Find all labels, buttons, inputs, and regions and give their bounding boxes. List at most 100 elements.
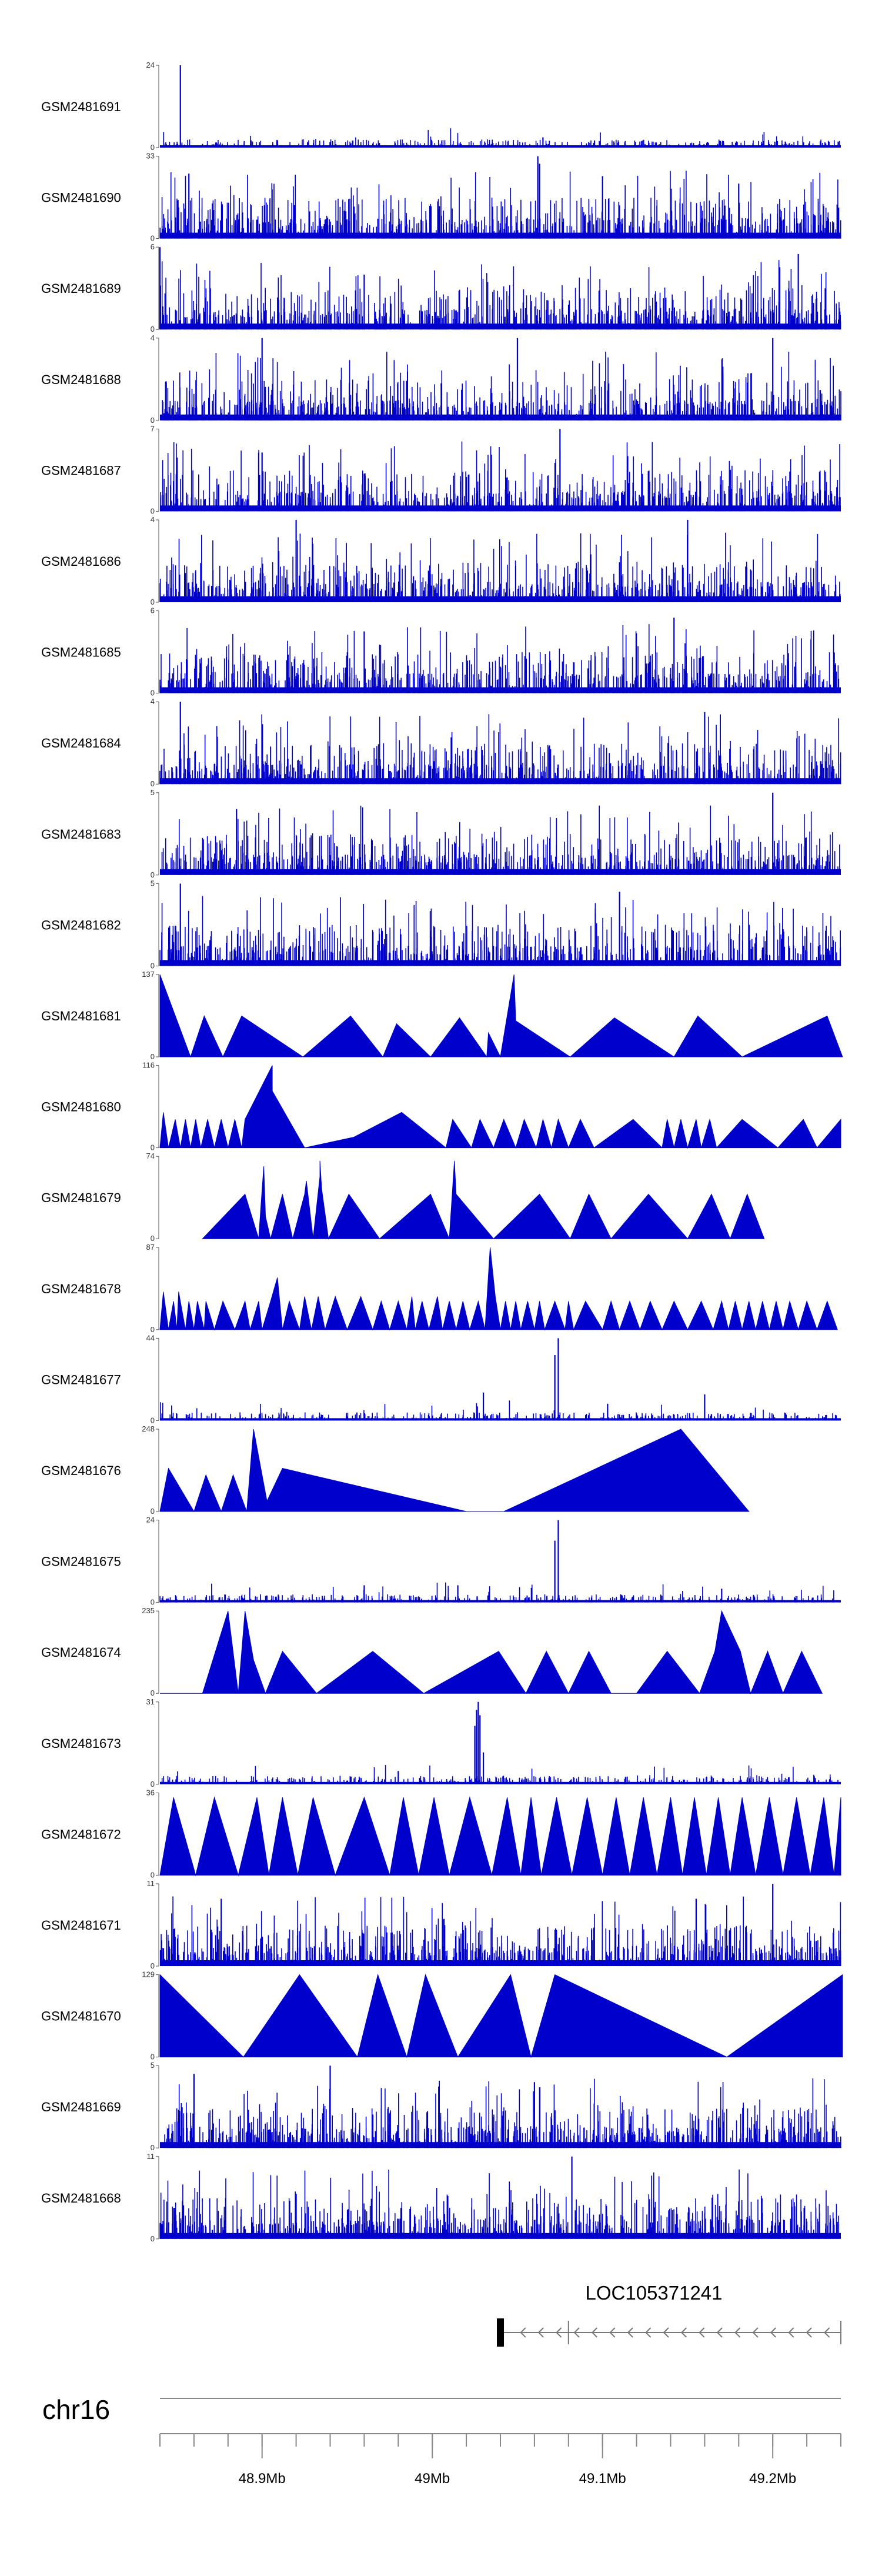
track-GSM2481677: GSM2481677 44 0 [41,1333,841,1424]
y-max-label: 44 [146,1333,155,1342]
y-max-label: 36 [146,1788,155,1797]
track-GSM2481682: GSM2481682 5 0 [41,879,841,970]
y-max-label: 5 [151,2061,155,2070]
track-label: GSM2481684 [41,736,121,750]
y-min-label: 0 [151,416,155,425]
strand-arrow [609,2327,616,2338]
track-label: GSM2481689 [41,281,121,296]
signal-floor [160,687,841,693]
y-max-label: 74 [146,1152,155,1160]
signal-bars [160,1400,837,1421]
signal-floor [160,596,841,602]
track-GSM2481670: GSM2481670 129 0 [41,1970,843,2061]
track-label: GSM2481675 [41,1554,121,1569]
y-max-label: 4 [151,697,155,706]
track-GSM2481684: GSM2481684 4 0 [41,697,841,788]
axis-label: 49.1Mb [579,2471,626,2487]
signal-floor [160,145,841,148]
track-GSM2481676: GSM2481676 248 0 [41,1424,750,1516]
y-max-label: 137 [142,970,155,979]
signal-bars [161,805,840,875]
signal-floor [160,323,841,330]
signal-bars [159,714,841,785]
y-max-label: 129 [142,1970,155,1979]
y-min-label: 0 [151,1234,155,1243]
axis-label: 48.9Mb [239,2471,286,2487]
y-min-label: 0 [151,598,155,606]
track-label: GSM2481690 [41,191,121,205]
signal-floor [160,505,841,512]
strand-arrow [627,2327,633,2338]
track-label: GSM2481677 [41,1372,121,1387]
y-max-label: 11 [147,2152,155,2161]
gene-track: LOC105371241 [497,2282,841,2347]
signal-area [159,1973,843,2058]
y-min-label: 0 [151,1416,155,1424]
signal-bars [162,352,841,421]
axis-label: 49Mb [415,2471,450,2487]
track-label: GSM2481671 [41,1918,121,1933]
signal-bars [159,2169,840,2239]
y-min-label: 0 [151,506,155,515]
track-GSM2481680: GSM2481680 116 0 [41,1061,841,1152]
y-min-label: 0 [151,2234,155,2243]
track-GSM2481669: GSM2481669 5 0 [41,2061,841,2152]
track-label: GSM2481681 [41,1009,121,1023]
signal-floor [160,1600,841,1603]
y-min-label: 0 [151,143,155,152]
genome-axis: chr16 48.9Mb 49Mb 49.1Mb 49.2Mb [42,2394,841,2487]
signal-bars [160,1765,838,1784]
track-GSM2481672: GSM2481672 36 0 [41,1788,841,1879]
y-max-label: 4 [151,333,155,342]
signal-floor [160,232,841,239]
signal-floor [160,960,841,966]
signal-bars [162,128,840,148]
y-min-label: 0 [151,2143,155,2152]
y-min-label: 0 [151,1780,155,1788]
strand-arrow [770,2327,777,2338]
y-min-label: 0 [151,1961,155,1970]
track-GSM2481688: GSM2481688 4 0 [41,333,841,425]
y-max-label: 33 [146,152,155,161]
strand-arrow [537,2327,544,2338]
y-max-label: 24 [146,1516,155,1524]
y-min-label: 0 [151,1870,155,1879]
y-min-label: 0 [151,234,155,243]
signal-floor [160,778,841,785]
track-label: GSM2481685 [41,645,121,660]
y-min-label: 0 [151,1598,155,1607]
track-GSM2481687: GSM2481687 7 0 [41,424,841,515]
y-max-label: 235 [142,1606,155,1615]
track-GSM2481675: GSM2481675 24 0 [41,1516,841,1607]
axis-label: 49.2Mb [749,2471,796,2487]
chromosome-label: chr16 [42,2394,110,2425]
signal-floor [160,2142,841,2148]
track-GSM2481686: GSM2481686 4 0 [41,515,841,606]
track-label: GSM2481676 [41,1463,121,1478]
y-min-label: 0 [151,1052,155,1061]
track-GSM2481678: GSM2481678 87 0 [41,1243,838,1334]
signal-bars [159,1896,841,1966]
y-max-label: 6 [151,606,155,615]
track-GSM2481683: GSM2481683 5 0 [41,788,841,879]
y-max-label: 4 [151,515,155,524]
signal-area [202,1160,765,1240]
track-label: GSM2481680 [41,1100,121,1115]
signal-bars [159,896,841,966]
signal-floor [160,1960,841,1966]
track-label: GSM2481683 [41,827,121,842]
strand-arrow [806,2327,812,2338]
track-GSM2481685: GSM2481685 6 0 [41,606,841,698]
signal-area [160,1610,823,1694]
track-label: GSM2481670 [41,2009,121,2024]
strand-arrow [645,2327,652,2338]
signal-area [159,1247,838,1331]
y-max-label: 87 [146,1243,155,1252]
strand-arrow [752,2327,759,2338]
track-label: GSM2481687 [41,463,121,478]
y-min-label: 0 [151,1689,155,1697]
track-GSM2481673: GSM2481673 31 0 [41,1697,841,1788]
y-min-label: 0 [151,870,155,879]
track-label: GSM2481686 [41,554,121,569]
